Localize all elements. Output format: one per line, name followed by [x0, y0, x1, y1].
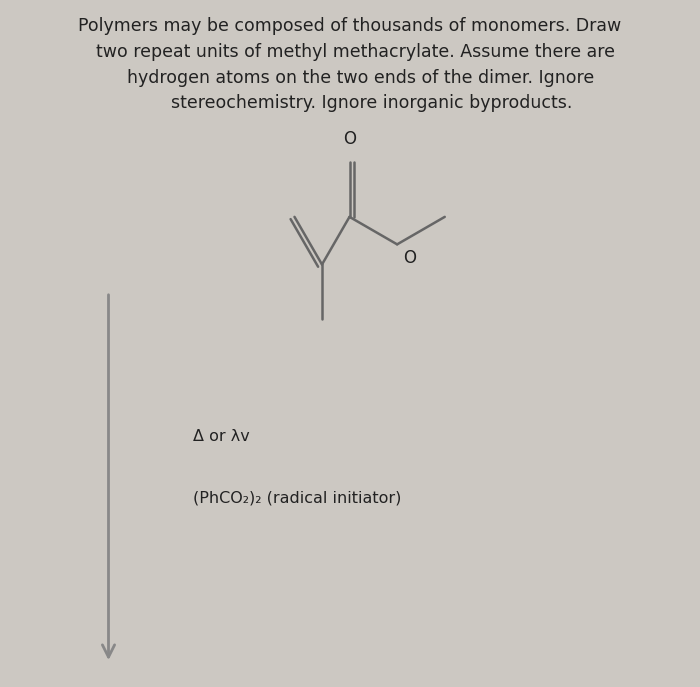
Text: O: O [343, 130, 356, 148]
Text: Δ or λv: Δ or λv [193, 429, 249, 444]
Text: (PhCO₂)₂ (radical initiator): (PhCO₂)₂ (radical initiator) [193, 491, 401, 506]
Text: Polymers may be composed of thousands of monomers. Draw
  two repeat units of me: Polymers may be composed of thousands of… [78, 17, 622, 112]
Text: O: O [403, 249, 416, 267]
